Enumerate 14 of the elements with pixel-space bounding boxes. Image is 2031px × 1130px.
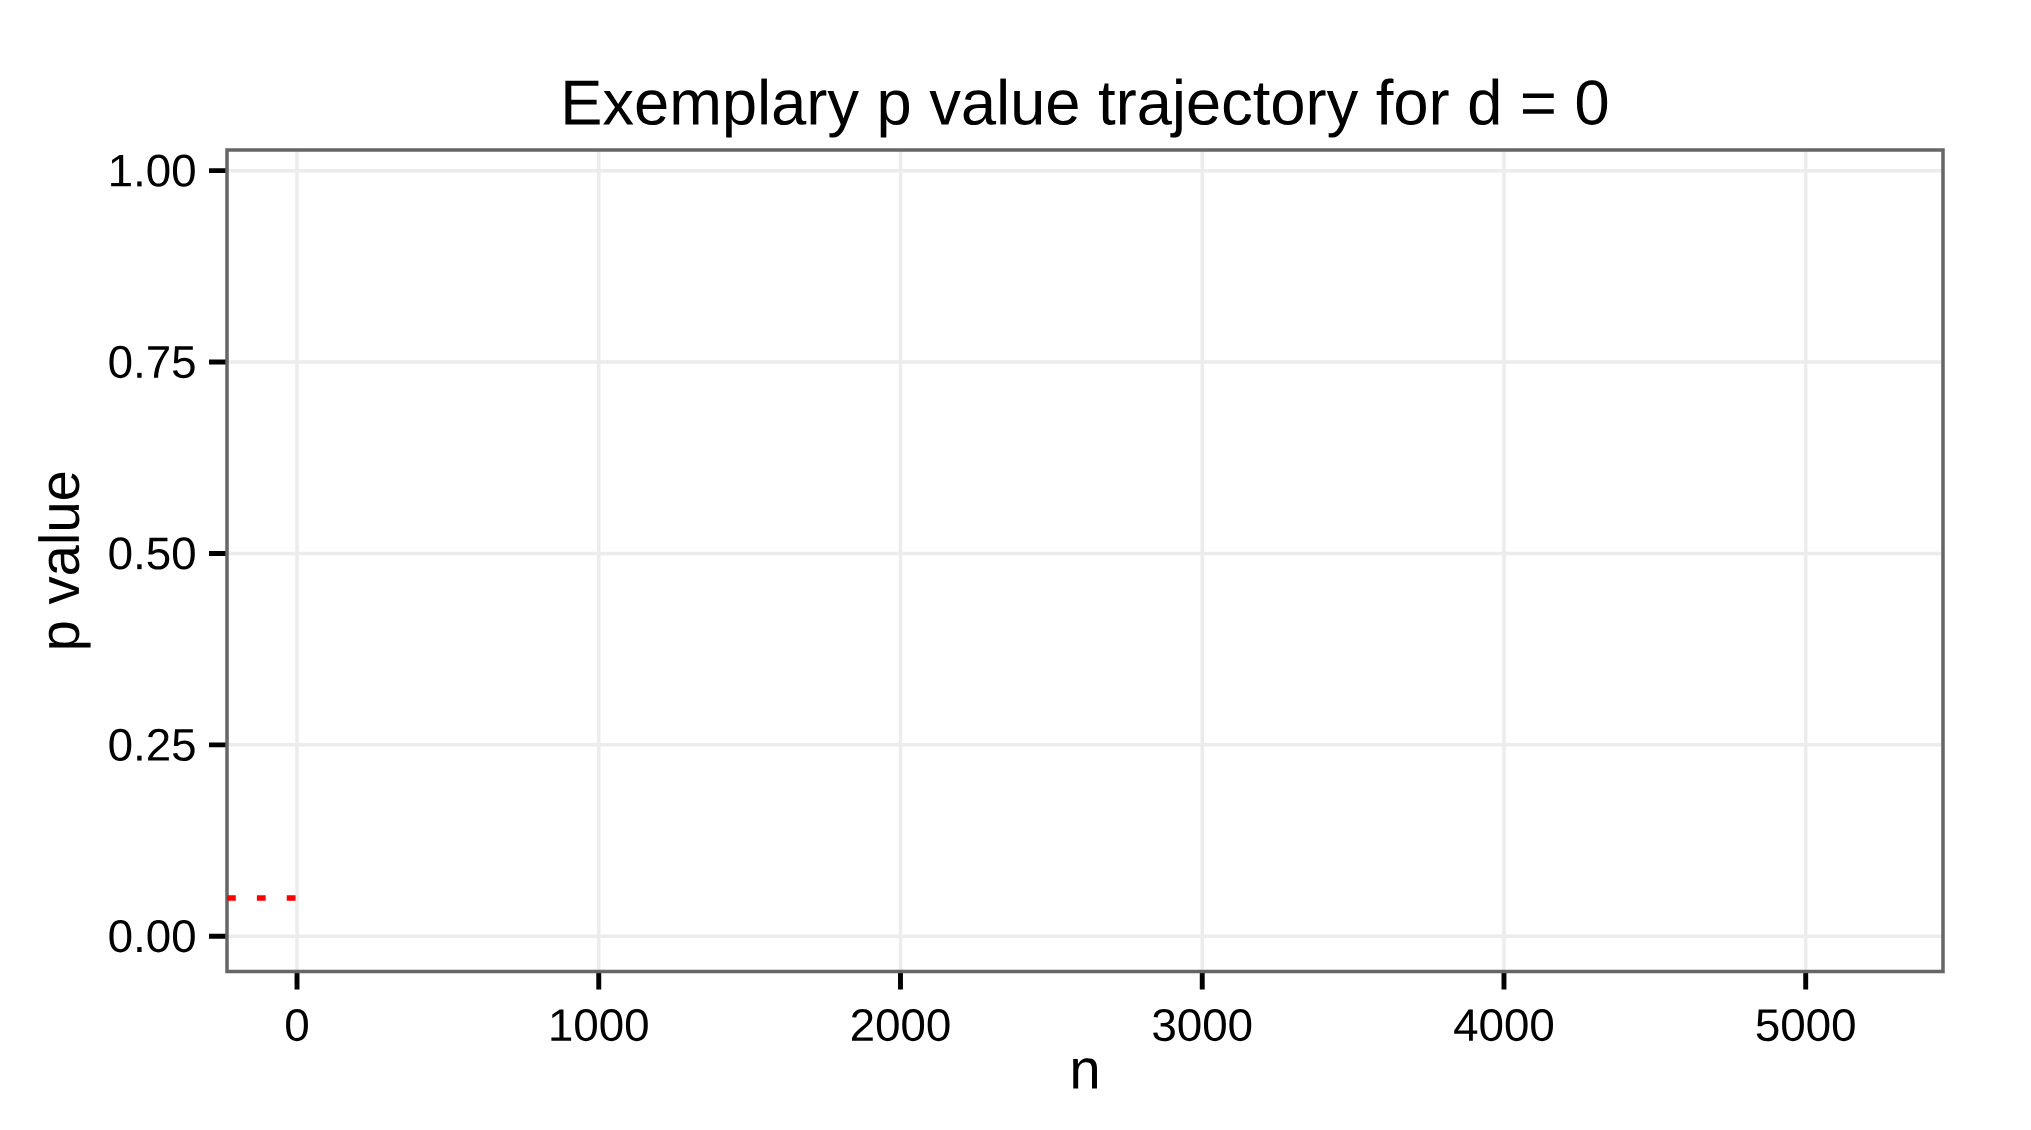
x-tick-label: 1000 (551, 1008, 648, 1042)
y-tick-label: 0.25 (109, 728, 195, 762)
y-axis-title: p value (38, 472, 91, 648)
x-tick-label: 2000 (851, 1008, 950, 1042)
x-tick-label: 3000 (1153, 1008, 1252, 1042)
y-tick-label: 0.00 (109, 920, 195, 953)
y-tick-label: 1.00 (111, 154, 195, 187)
x-tick-label: 0 (286, 1008, 308, 1042)
x-axis-title: n (1073, 1058, 1097, 1089)
chart-title: Exemplary p value trajectory for d = 0 (565, 78, 1608, 138)
x-tick-label: 5000 (1756, 1008, 1855, 1042)
x-tick-label: 4000 (1454, 1008, 1554, 1042)
y-tick-label: 0.75 (109, 345, 195, 379)
y-tick-label: 0.50 (109, 537, 195, 570)
